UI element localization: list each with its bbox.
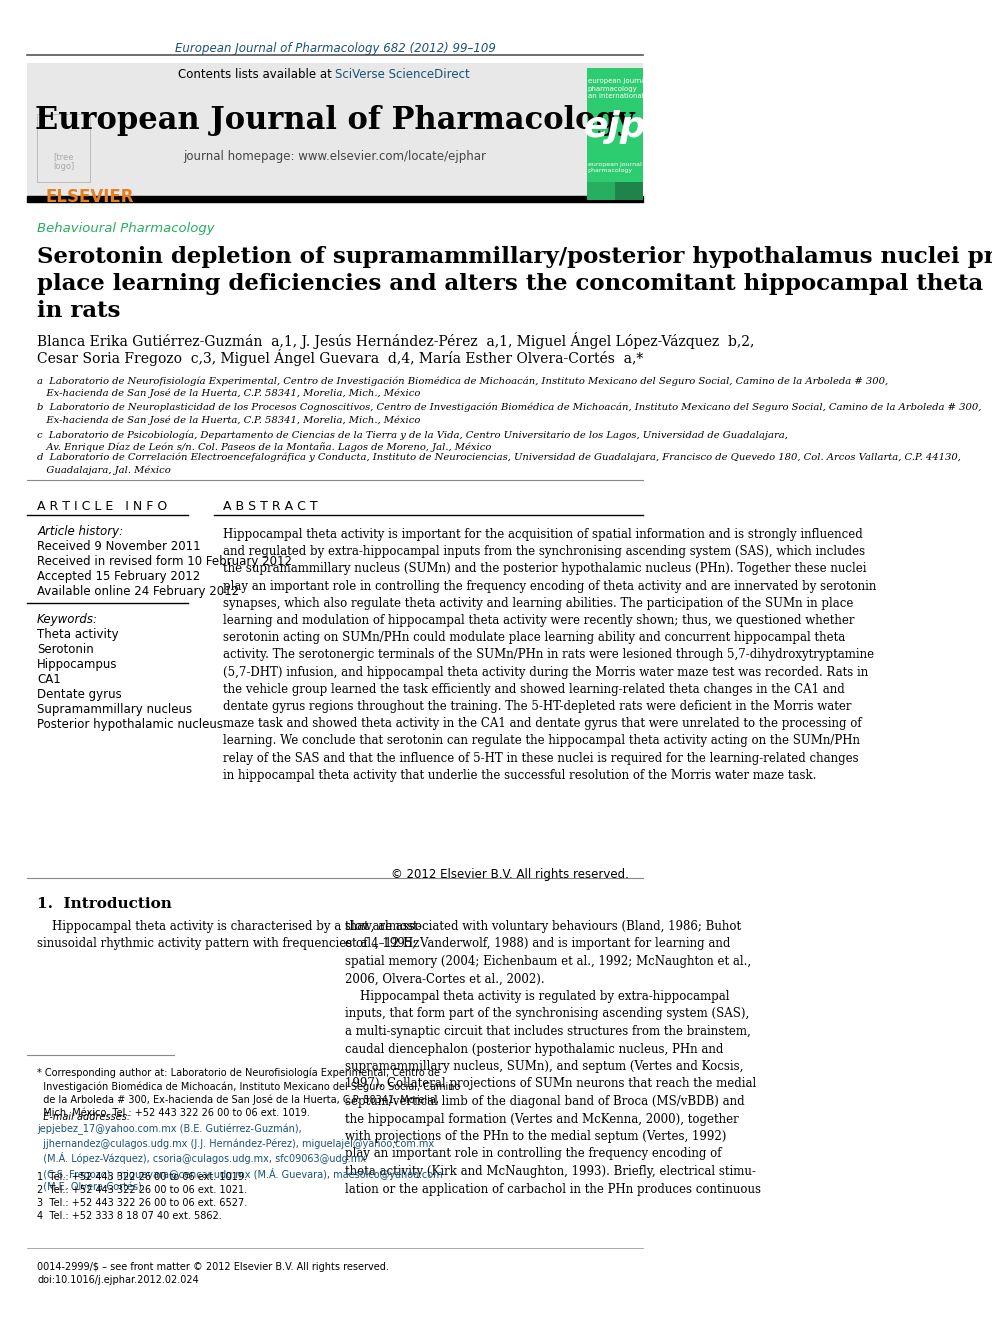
Bar [27, 64, 643, 198]
Text: jepjebez_17@yahoo.com.mx (B.E. Gutiérrez-Guzmán),
  jjhernandez@culagos.udg.mx (: jepjebez_17@yahoo.com.mx (B.E. Gutiérrez… [37, 1125, 442, 1192]
Text: Article history:: Article history: [37, 525, 123, 538]
Text: a  Laboratorio de Neurofisiología Experimental, Centro de Investigación Biomédic: a Laboratorio de Neurofisiología Experim… [37, 376, 888, 398]
Text: Hippocampal theta activity is characterised by a slow, almost-
sinusoidal rhythm: Hippocampal theta activity is characteri… [37, 919, 422, 950]
Bar [27, 196, 643, 202]
Bar [37, 114, 90, 183]
Text: 0014-2999/$ – see front matter © 2012 Elsevier B.V. All rights reserved.
doi:10.: 0014-2999/$ – see front matter © 2012 El… [37, 1262, 389, 1285]
Text: ejp: ejp [583, 110, 646, 144]
Text: Serotonin: Serotonin [37, 643, 94, 656]
Text: european journal of
pharmacology: european journal of pharmacology [588, 161, 650, 173]
Text: d  Laboratorio de Correlación Electroencefalográfica y Conducta, Instituto de Ne: d Laboratorio de Correlación Electroence… [37, 452, 961, 475]
Bar [615, 183, 643, 200]
Text: Serotonin depletion of supramammillary/posterior hypothalamus nuclei produces
pl: Serotonin depletion of supramammillary/p… [37, 246, 992, 323]
Text: 1.  Introduction: 1. Introduction [37, 897, 172, 912]
Text: Theta activity: Theta activity [37, 628, 119, 642]
Text: Hippocampus: Hippocampus [37, 658, 118, 671]
Text: A R T I C L E   I N F O: A R T I C L E I N F O [37, 500, 168, 513]
Text: journal homepage: www.elsevier.com/locate/ejphar: journal homepage: www.elsevier.com/locat… [184, 149, 487, 163]
Text: Accepted 15 February 2012: Accepted 15 February 2012 [37, 570, 200, 583]
Text: Available online 24 February 2012: Available online 24 February 2012 [37, 585, 239, 598]
Text: Dentate gyrus: Dentate gyrus [37, 688, 122, 701]
Text: CA1: CA1 [37, 673, 61, 687]
Text: Keywords:: Keywords: [37, 613, 98, 626]
Text: that are associated with voluntary behaviours (Bland, 1986; Buhot
et al., 1995; : that are associated with voluntary behav… [344, 919, 761, 1196]
Text: © 2012 Elsevier B.V. All rights reserved.: © 2012 Elsevier B.V. All rights reserved… [391, 868, 628, 881]
Text: 3  Tel.: +52 443 322 26 00 to 06 ext. 6527.: 3 Tel.: +52 443 322 26 00 to 06 ext. 652… [37, 1199, 247, 1208]
Text: SciVerse ScienceDirect: SciVerse ScienceDirect [335, 67, 470, 81]
Text: 4  Tel.: +52 333 8 18 07 40 ext. 5862.: 4 Tel.: +52 333 8 18 07 40 ext. 5862. [37, 1211, 222, 1221]
Text: Received 9 November 2011: Received 9 November 2011 [37, 540, 200, 553]
Text: Supramammillary nucleus: Supramammillary nucleus [37, 703, 192, 716]
Text: Posterior hypothalamic nucleus: Posterior hypothalamic nucleus [37, 718, 223, 732]
Text: b  Laboratorio de Neuroplasticidad de los Procesos Cognoscitivos, Centro de Inve: b Laboratorio de Neuroplasticidad de los… [37, 404, 981, 425]
Text: 1  Tel.: +52 443 322 26 00 to 06 ext. 1019.: 1 Tel.: +52 443 322 26 00 to 06 ext. 101… [37, 1172, 247, 1181]
Bar [586, 67, 643, 200]
Text: Cesar Soria Fregozo  c,3, Miguel Ángel Guevara  d,4, María Esther Olvera-Cortés : Cesar Soria Fregozo c,3, Miguel Ángel Gu… [37, 349, 644, 366]
Text: [tree
logo]: [tree logo] [53, 152, 74, 172]
Text: ELSEVIER: ELSEVIER [46, 188, 135, 206]
Text: Behavioural Pharmacology: Behavioural Pharmacology [37, 222, 215, 235]
Text: A B S T R A C T: A B S T R A C T [223, 500, 317, 513]
Text: Received in revised form 10 February 2012: Received in revised form 10 February 201… [37, 556, 293, 568]
Text: European Journal of Pharmacology 682 (2012) 99–109: European Journal of Pharmacology 682 (20… [175, 42, 496, 56]
Text: Hippocampal theta activity is important for the acquisition of spatial informati: Hippocampal theta activity is important … [223, 528, 876, 782]
Text: european journal of
pharmacology
an international journal: european journal of pharmacology an inte… [588, 78, 671, 99]
Bar [586, 183, 615, 200]
Text: Blanca Erika Gutiérrez-Guzmán  a,1, J. Jesús Hernández-Pérez  a,1, Miguel Ángel : Blanca Erika Gutiérrez-Guzmán a,1, J. Je… [37, 332, 755, 349]
Text: European Journal of Pharmacology: European Journal of Pharmacology [36, 105, 635, 136]
Text: 2  Tel.: +52 443 322 26 00 to 06 ext. 1021.: 2 Tel.: +52 443 322 26 00 to 06 ext. 102… [37, 1185, 247, 1195]
Text: * Corresponding author at: Laboratorio de Neurofisiología Experimental, Centro d: * Corresponding author at: Laboratorio d… [37, 1068, 460, 1118]
Text: Contents lists available at: Contents lists available at [178, 67, 335, 81]
Text: E-mail addresses:: E-mail addresses: [37, 1113, 130, 1122]
Text: c  Laboratorio de Psicobiología, Departamento de Ciencias de la Tierra y de la V: c Laboratorio de Psicobiología, Departam… [37, 430, 788, 452]
